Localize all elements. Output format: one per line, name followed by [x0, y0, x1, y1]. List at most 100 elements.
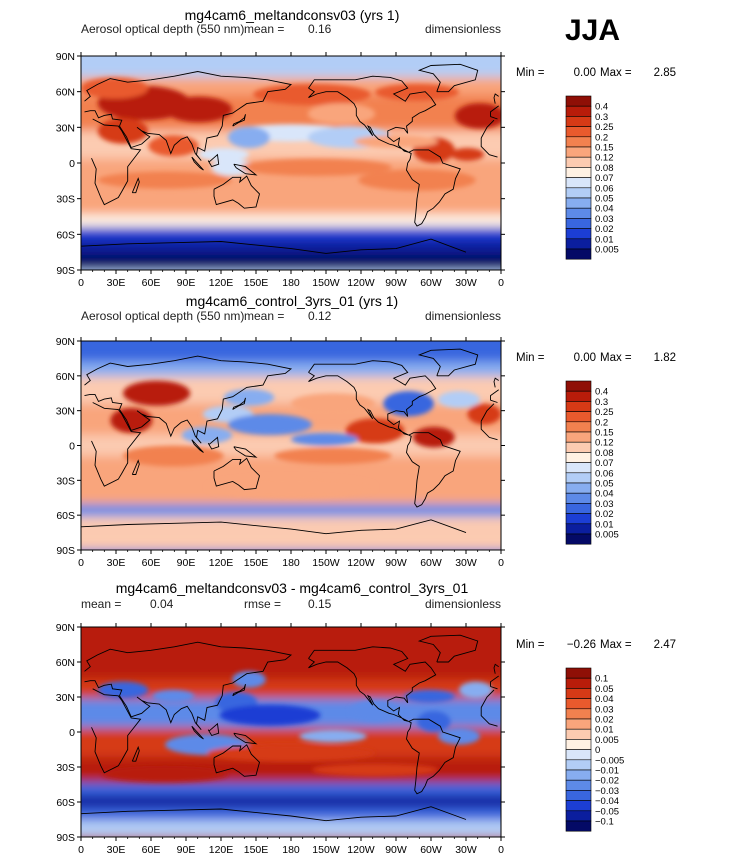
colorbar-label: 0.04: [595, 489, 614, 500]
lon-tick-label: 0: [498, 844, 504, 856]
colorbar-box: [565, 513, 592, 525]
field-patch: [97, 681, 149, 699]
colorbar-label: 0.4: [595, 102, 608, 113]
coastline: [417, 348, 479, 377]
latitude-band: [81, 782, 501, 795]
mean-label: mean =: [244, 309, 284, 323]
latitude-band: [81, 214, 501, 228]
lon-tick-label: 30W: [455, 277, 477, 289]
colorbar-label: 0.03: [595, 704, 614, 715]
lon-tick-label: 30E: [107, 844, 126, 856]
rmse-value: 0.15: [308, 597, 332, 611]
lat-tick-label: 90S: [56, 545, 75, 557]
lon-tick-label: 120W: [347, 277, 375, 289]
field-patch: [228, 126, 270, 149]
latitude-band: [81, 516, 501, 530]
lon-tick-label: 30E: [107, 277, 126, 289]
max-value: 1.82: [654, 352, 676, 364]
colorbar-box: [565, 187, 592, 199]
lat-tick-label: 60N: [56, 657, 75, 669]
colorbar-box: [565, 146, 592, 158]
coastline: [290, 519, 467, 535]
field-patch: [81, 77, 149, 99]
mean-value: 0.04: [150, 597, 174, 611]
map-panel-1: mg4cam6_meltandconsv03 (yrs 1)Aerosol op…: [56, 7, 676, 289]
lat-tick-label: 30N: [56, 692, 75, 704]
coastline: [290, 806, 467, 822]
colorbar-box: [565, 197, 592, 209]
field-patch: [223, 389, 275, 406]
lon-tick-label: 30W: [455, 557, 477, 569]
panel-title: mg4cam6_meltandconsv03 (yrs 1): [185, 7, 400, 23]
lon-tick-label: 0: [498, 557, 504, 569]
lon-tick-label: 30E: [107, 557, 126, 569]
coastline: [490, 389, 499, 401]
colorbar-label: 0.05: [595, 684, 614, 695]
lat-tick-label: 0: [69, 441, 75, 453]
field-patch: [312, 763, 438, 777]
coastline: [493, 377, 499, 388]
colorbar-box: [565, 749, 592, 761]
colorbar-box: [565, 462, 592, 474]
colorbar-box: [565, 431, 592, 443]
coastline: [490, 399, 498, 403]
latitude-band: [81, 807, 501, 821]
coastline: [191, 725, 204, 740]
field-patch: [274, 447, 392, 465]
coastline: [480, 421, 498, 441]
colorbar-box: [565, 105, 592, 117]
coastline: [191, 439, 204, 453]
panel-title: mg4cam6_control_3yrs_01 (yrs 1): [186, 293, 398, 309]
coastline: [84, 355, 293, 444]
colorbar-label: 0.25: [595, 122, 614, 133]
lat-tick-label: 90N: [56, 51, 75, 63]
colorbar-label: 0.01: [595, 725, 614, 736]
coastlines: [81, 634, 499, 822]
coastline: [84, 71, 293, 161]
colorbar-box: [565, 523, 592, 535]
lat-tick-label: 30N: [56, 406, 75, 418]
colorbar-box: [565, 390, 592, 402]
coastline: [308, 75, 437, 153]
colorbar-label: 0.04: [595, 204, 614, 215]
colorbar-label: 0.15: [595, 428, 614, 439]
colorbar-box: [565, 441, 592, 453]
field-patch: [198, 148, 249, 161]
lon-tick-label: 90E: [177, 557, 196, 569]
field-patch: [291, 432, 359, 446]
max-label: Max =: [600, 639, 632, 651]
lon-tick-label: 180: [282, 844, 300, 856]
latitude-band: [81, 227, 501, 241]
colorbar-box: [565, 156, 592, 168]
lon-tick-label: 90E: [177, 844, 196, 856]
colorbar-label: 0.03: [595, 214, 614, 225]
colorbar-label: 0.4: [595, 387, 608, 398]
lon-tick-label: 60E: [142, 277, 161, 289]
colorbar-box: [565, 728, 592, 740]
map-field: [81, 56, 501, 270]
lat-tick-label: 60S: [56, 229, 75, 241]
colorbar-label: 0: [595, 745, 600, 756]
colorbar-box: [565, 810, 592, 822]
colorbar-box: [565, 759, 592, 771]
field-patch: [358, 169, 476, 191]
min-value: −0.26: [567, 639, 596, 651]
field-patch: [219, 704, 321, 726]
colorbar-box: [565, 790, 592, 801]
lat-tick-label: 60S: [56, 510, 75, 522]
coastline: [480, 403, 495, 422]
lon-tick-label: 150E: [244, 844, 269, 856]
field-patch: [307, 103, 375, 125]
coastline: [480, 689, 495, 708]
coastline: [91, 688, 142, 774]
field-patch: [152, 690, 195, 703]
colorbar-label: 0.12: [595, 153, 614, 164]
lon-tick-label: 120E: [209, 557, 234, 569]
lon-tick-label: 0: [78, 557, 84, 569]
coastline: [213, 175, 261, 209]
lon-tick-label: 0: [78, 844, 84, 856]
lat-tick-label: 30S: [56, 194, 75, 206]
colorbar-box: [565, 820, 592, 832]
field-patch: [228, 414, 312, 436]
colorbar-box: [565, 667, 592, 679]
